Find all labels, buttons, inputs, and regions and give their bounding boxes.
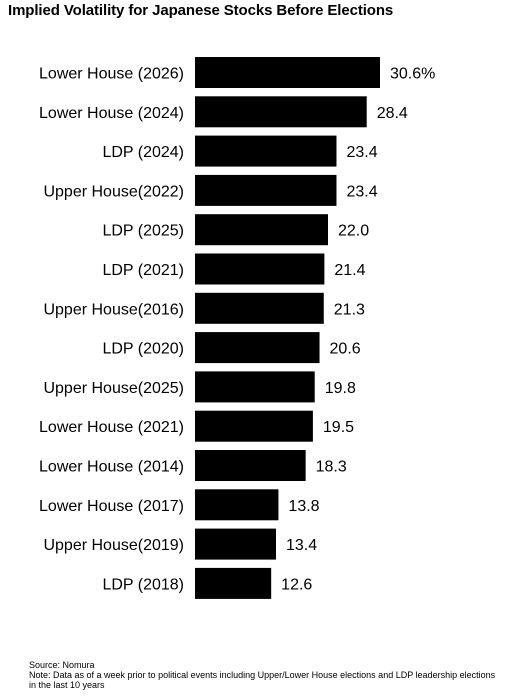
category-label-11: Lower House (2017) (39, 498, 184, 515)
bar-10 (195, 450, 306, 481)
value-label-5: 21.4 (334, 262, 365, 279)
bar-4 (195, 214, 329, 246)
bar-11 (195, 489, 279, 521)
bar-5 (195, 253, 325, 285)
category-label-9: Lower House (2021) (39, 419, 184, 436)
value-label-10: 18.3 (316, 459, 347, 476)
value-label-3: 23.4 (346, 183, 377, 200)
bar-1 (195, 96, 367, 128)
value-label-1: 28.4 (377, 105, 408, 122)
category-label-2: LDP (2024) (102, 144, 184, 161)
value-label-0: 30.6% (390, 66, 435, 83)
bar-6 (195, 292, 324, 324)
category-label-7: LDP (2020) (102, 341, 184, 358)
category-label-6: Upper House(2016) (43, 301, 184, 318)
chart-footer: Source: Nomura Note: Data as of a week p… (29, 660, 499, 690)
category-label-3: Upper House(2022) (43, 183, 184, 200)
value-label-12: 13.4 (286, 537, 317, 554)
chart-title: Implied Volatility for Japanese Stocks B… (8, 2, 394, 19)
bar-9 (195, 410, 313, 442)
bar-12 (195, 528, 277, 560)
bar-7 (195, 332, 320, 364)
value-label-9: 19.5 (323, 419, 354, 436)
value-label-7: 20.6 (330, 341, 361, 358)
value-label-8: 19.8 (325, 380, 356, 397)
category-label-12: Upper House(2019) (43, 537, 184, 554)
value-label-13: 12.6 (281, 576, 312, 593)
bar-8 (195, 371, 315, 403)
bar-3 (195, 174, 337, 206)
source-note: Source: Nomura (29, 660, 95, 670)
value-label-6: 21.3 (334, 301, 365, 318)
category-label-8: Upper House(2025) (43, 380, 184, 397)
category-label-13: LDP (2018) (102, 576, 184, 593)
bar-0 (195, 57, 380, 88)
value-label-4: 22.0 (338, 223, 369, 240)
bar-13 (195, 567, 272, 599)
bar-2 (195, 135, 337, 167)
category-label-10: Lower House (2014) (39, 459, 184, 476)
category-label-5: LDP (2021) (102, 262, 184, 279)
category-label-0: Lower House (2026) (39, 66, 184, 83)
value-label-2: 23.4 (346, 144, 377, 161)
category-label-4: LDP (2025) (102, 223, 184, 240)
value-label-11: 13.8 (288, 498, 319, 515)
category-label-1: Lower House (2024) (39, 105, 184, 122)
methodology-note: Note: Data as of a week prior to politic… (29, 670, 496, 690)
